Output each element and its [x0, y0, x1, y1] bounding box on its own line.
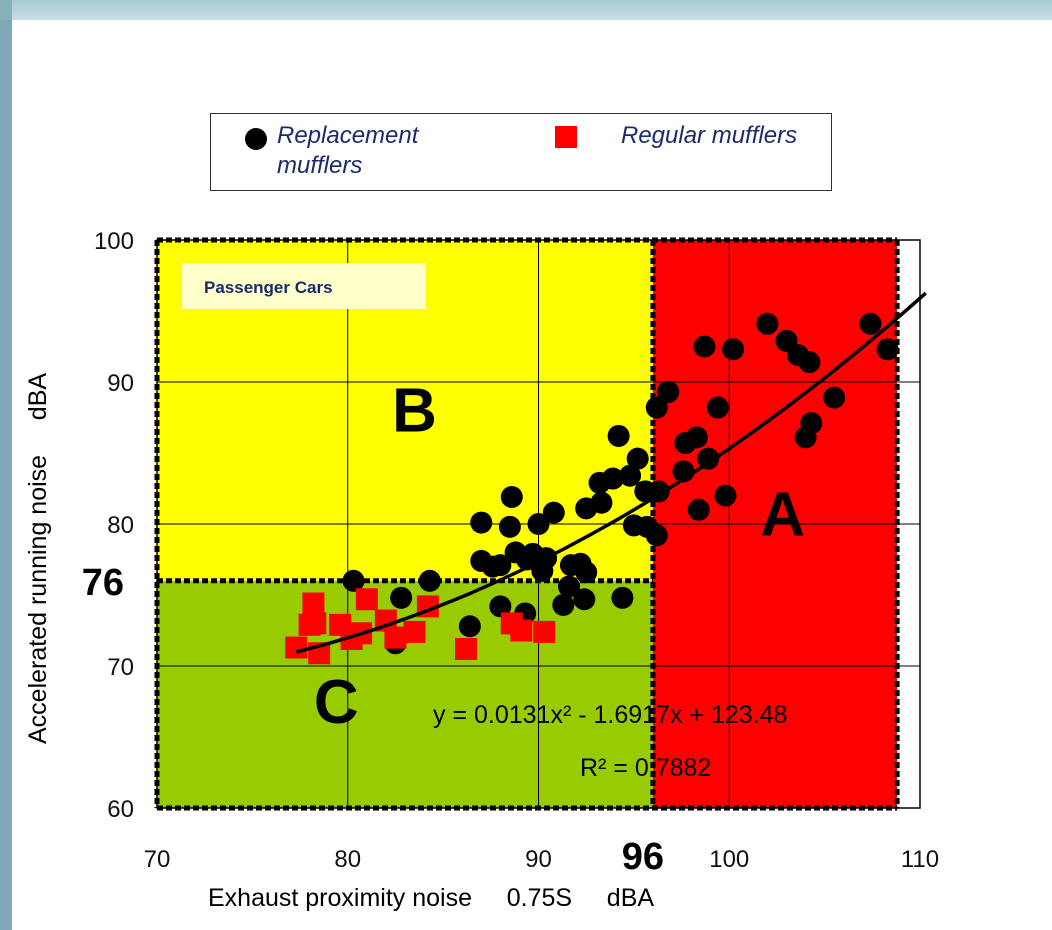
replacement-point — [722, 338, 745, 361]
chart-legend: Replacement mufflers Regular mufflers — [210, 113, 832, 191]
x-tick-label: 100 — [709, 846, 749, 873]
threshold-label-layer: 96 76 — [82, 562, 664, 878]
replacement-point — [798, 351, 821, 374]
replacement-point — [552, 593, 575, 616]
tick-label-layer: 70 80 90 100 110 60 70 80 90 100 — [94, 228, 939, 873]
replacement-point — [498, 515, 521, 538]
trend-equation: y = 0.0131x² - 1.6917x + 123.48 — [433, 701, 787, 729]
replacement-point — [685, 426, 708, 449]
replacement-point — [558, 575, 581, 598]
replacement-point — [645, 524, 668, 547]
zone-label-c: C — [314, 668, 359, 737]
regular-point — [285, 636, 308, 659]
zone-border-layer — [154, 237, 900, 811]
replacement-point — [657, 380, 680, 403]
axis-label-layer: Exhaust proximity noise 0.75S dBA Accele… — [24, 373, 654, 912]
replacement-point — [697, 447, 720, 470]
replacement-point — [575, 561, 598, 584]
zone-c — [157, 580, 653, 808]
equation-layer: y = 0.0131x² - 1.6917x + 123.48 R² = 0.7… — [433, 701, 787, 782]
x-tick-label: 90 — [525, 846, 552, 873]
regular-point — [533, 620, 556, 643]
slide-frame-top — [0, 0, 1052, 20]
replacement-point — [342, 569, 365, 592]
y-tick-label: 70 — [107, 654, 134, 681]
y-tick-label: 80 — [107, 512, 134, 539]
replacement-point — [489, 595, 512, 618]
regular-point — [384, 626, 407, 649]
threshold-y-label: 76 — [82, 562, 124, 604]
passenger-cars-bg — [182, 263, 426, 309]
slide-frame-left — [0, 0, 12, 930]
data-points-layer — [285, 312, 899, 665]
replacement-point — [489, 554, 512, 577]
legend-square-marker — [555, 126, 577, 148]
slide-frame-top-band — [12, 0, 1052, 20]
trend-r-squared: R² = 0.7882 — [580, 754, 711, 782]
replacement-point — [626, 447, 649, 470]
x-tick-label: 70 — [144, 846, 171, 873]
x-axis-label: Exhaust proximity noise 0.75S dBA — [208, 884, 654, 912]
replacement-point — [714, 484, 737, 507]
replacement-point — [418, 569, 441, 592]
replacement-point — [458, 615, 481, 638]
legend-label-replacement: Replacement mufflers — [277, 122, 419, 179]
replacement-point — [800, 412, 823, 435]
replacement-point — [645, 396, 668, 419]
legend-label-regular: Regular mufflers — [621, 122, 798, 149]
y-tick-label: 100 — [94, 228, 134, 255]
regular-point — [302, 592, 325, 615]
replacement-point — [590, 491, 613, 514]
replacement-point — [693, 335, 716, 358]
zone-label-b: B — [392, 377, 437, 446]
regular-point — [455, 637, 478, 660]
y-tick-label: 60 — [107, 796, 134, 823]
threshold-x-label: 96 — [622, 836, 664, 878]
regular-point — [403, 620, 426, 643]
replacement-point — [390, 586, 413, 609]
trendline-layer — [295, 291, 927, 654]
replacement-point — [611, 586, 634, 609]
replacement-point — [601, 467, 624, 490]
zone-label-layer: A B C — [314, 377, 805, 737]
regular-point — [510, 619, 533, 642]
zone-label-a: A — [760, 480, 805, 549]
replacement-point — [619, 464, 642, 487]
y-tick-label: 90 — [107, 370, 134, 397]
replacement-point — [573, 588, 596, 611]
replacement-point — [876, 338, 899, 361]
x-tick-label: 110 — [901, 846, 939, 873]
y-axis-label: Accelerated running noise dBA — [24, 373, 52, 744]
replacement-point — [607, 424, 630, 447]
replacement-point — [470, 511, 493, 534]
replacement-point — [527, 513, 550, 535]
regular-point — [355, 588, 378, 611]
x-tick-label: 80 — [334, 846, 361, 873]
legend-circle-marker — [245, 128, 267, 150]
replacement-point — [687, 498, 710, 521]
replacement-point — [823, 386, 846, 409]
passenger-cars-box: Passenger Cars — [182, 263, 426, 309]
replacement-point — [756, 312, 779, 335]
replacement-point — [859, 312, 882, 335]
regular-point — [304, 612, 327, 635]
replacement-point — [542, 501, 565, 524]
passenger-cars-label: Passenger Cars — [204, 278, 333, 297]
replacement-point — [500, 486, 523, 509]
trendline — [295, 291, 927, 654]
replacement-point — [706, 396, 729, 419]
